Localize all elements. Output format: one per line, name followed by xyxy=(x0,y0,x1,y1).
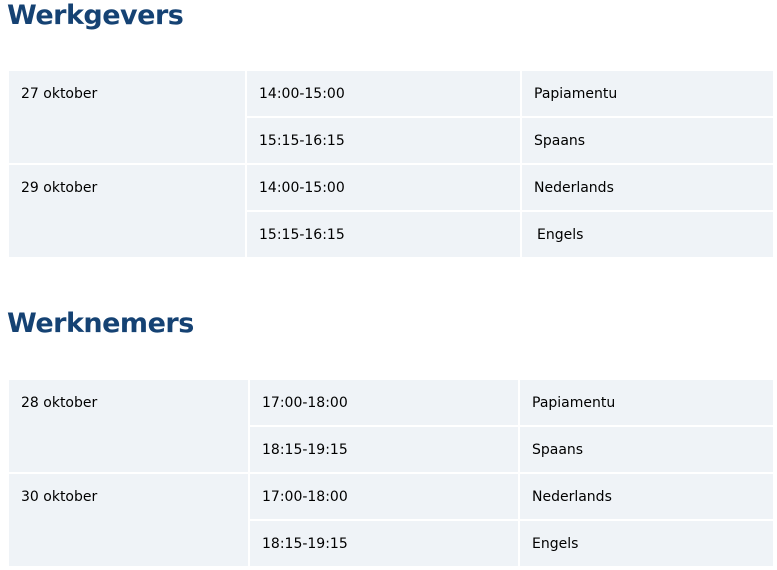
language-cell: Nederlands xyxy=(520,163,775,212)
date-cell: 28 oktober xyxy=(7,378,250,474)
time-cell: 18:15-19:15 xyxy=(248,519,520,568)
date-cell: 27 oktober xyxy=(7,69,247,165)
time-cell: 14:00-15:00 xyxy=(245,163,522,212)
table-row: 18:15-19:15 Engels xyxy=(8,519,775,568)
date-cell: 30 oktober xyxy=(7,472,250,568)
table-row: 27 oktober 14:00-15:00 Papiamentu xyxy=(7,69,775,165)
time-cell: 14:00-15:00 xyxy=(245,69,522,118)
table-row: 15:15-16:15 Engels xyxy=(8,210,775,259)
section-title-werkgevers: Werkgevers xyxy=(7,0,184,31)
table-row: 18:15-19:15 Spaans xyxy=(8,425,775,474)
time-cell: 15:15-16:15 xyxy=(245,116,522,165)
table-row: 29 oktober 14:00-15:00 Nederlands xyxy=(7,163,775,259)
time-cell: 17:00-18:00 xyxy=(248,472,520,521)
language-cell: Spaans xyxy=(520,116,775,165)
language-cell: Engels xyxy=(520,210,775,259)
schedule-table-werknemers: 28 oktober 17:00-18:00 Papiamentu 18:15-19… xyxy=(7,378,775,568)
schedule-table-werkgevers: 27 oktober 14:00-15:00 Papiamentu 15:15-16… xyxy=(7,69,775,259)
time-cell: 18:15-19:15 xyxy=(248,425,520,474)
table-row: 28 oktober 17:00-18:00 Papiamentu xyxy=(7,378,775,474)
language-cell: Nederlands xyxy=(518,472,775,521)
date-cell: 29 oktober xyxy=(7,163,247,259)
table-row: 15:15-16:15 Spaans xyxy=(8,116,775,165)
language-cell: Spaans xyxy=(518,425,775,474)
time-cell: 15:15-16:15 xyxy=(245,210,522,259)
table-row: 30 oktober 17:00-18:00 Nederlands xyxy=(7,472,775,568)
language-cell: Papiamentu xyxy=(520,69,775,118)
language-cell: Papiamentu xyxy=(518,378,775,427)
language-cell: Engels xyxy=(518,519,775,568)
time-cell: 17:00-18:00 xyxy=(248,378,520,427)
section-title-werknemers: Werknemers xyxy=(7,308,194,339)
